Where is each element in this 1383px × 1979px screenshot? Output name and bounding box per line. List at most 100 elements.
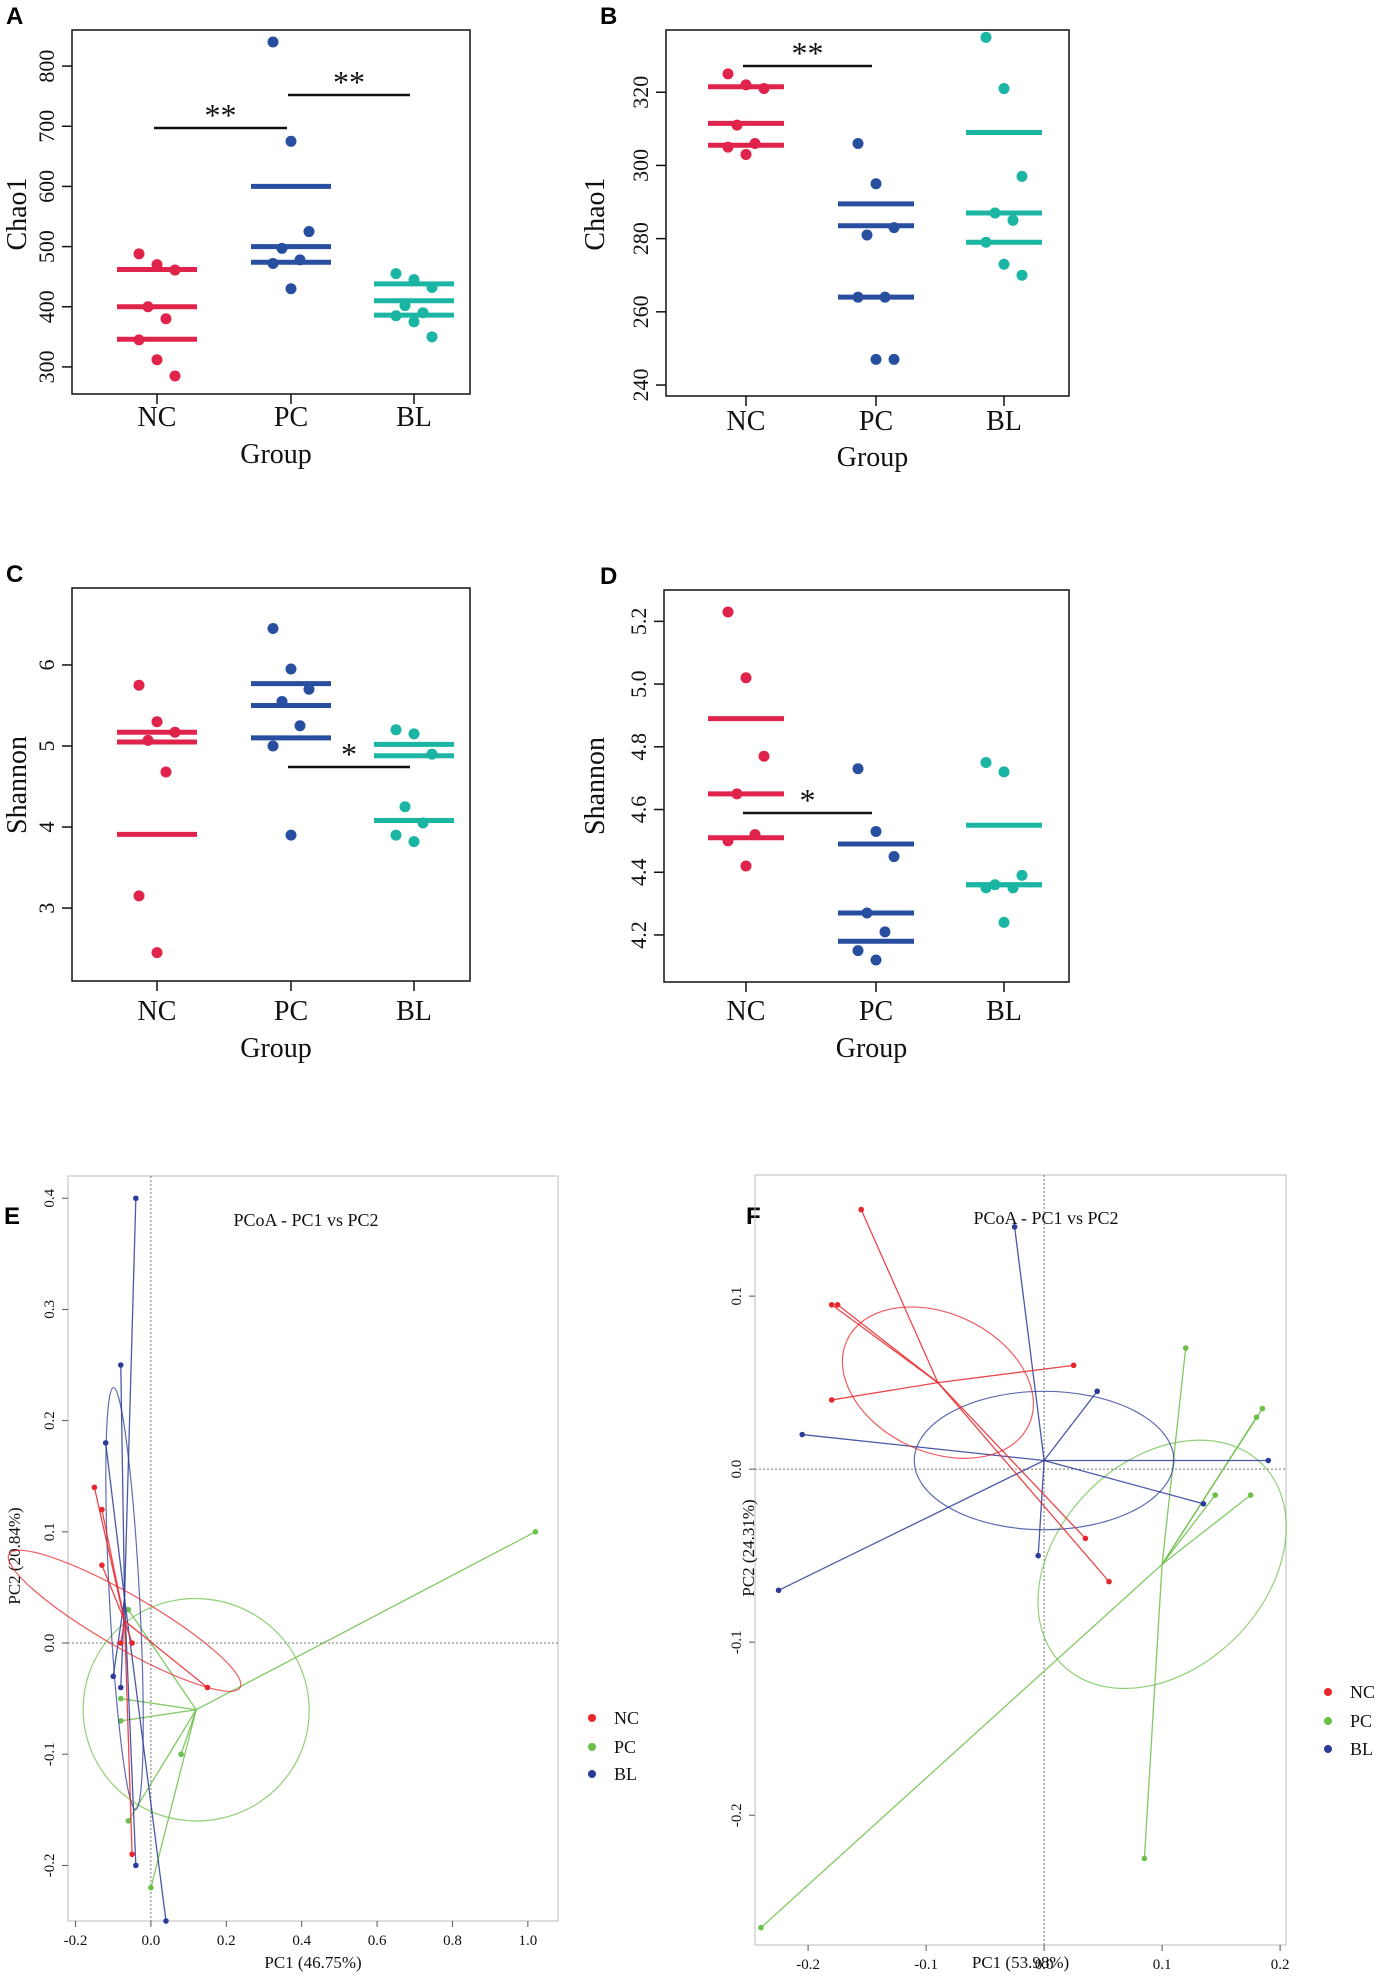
data-point-nc: [731, 119, 743, 131]
sample-point-pc: [117, 1695, 124, 1702]
panel-b: B 240 260 280 300 320 NC PC BL Group Chao1 **: [580, 3, 1070, 473]
data-point-bl: [399, 300, 411, 312]
spider-line-bl: [802, 1433, 1045, 1462]
data-point-nc: [740, 79, 752, 91]
data-point-nc: [169, 264, 181, 276]
spider-line-nc: [831, 1381, 939, 1401]
data-point-nc: [151, 716, 163, 728]
data-point-pc: [285, 829, 297, 841]
sample-point-nc: [1106, 1578, 1112, 1585]
pcoa-title: PCoA - PC1 vs PC2: [233, 1210, 378, 1230]
spider-line-nc: [123, 1620, 133, 1855]
panel-e: E PCoA - PC1 vs PC2 -0.2 0.0 0.2 0.4 0.6 0.8 1.0…: [4, 1175, 639, 1972]
data-point-pc: [294, 720, 306, 732]
spider-line-nc: [937, 1382, 1110, 1583]
panel-letter: D: [600, 563, 617, 590]
spider-line-bl: [778, 1459, 1045, 1591]
data-point-pc: [267, 623, 279, 635]
x-tick-label: 0.0: [1035, 1957, 1054, 1973]
x-axis-title: Group: [837, 442, 909, 473]
data-point-pc: [285, 135, 297, 147]
y-tick-label: -0.1: [729, 1630, 745, 1654]
spider-line-pc: [1143, 1564, 1163, 1859]
data-point-bl: [980, 31, 992, 43]
confidence-ellipse-bl: [105, 1386, 144, 1811]
sample-point-bl: [1011, 1224, 1018, 1230]
data-point-pc: [870, 353, 882, 365]
data-point-pc: [861, 229, 873, 241]
y-tick-label: -0.2: [729, 1803, 745, 1827]
data-point-nc: [749, 137, 761, 149]
data-point-pc: [852, 763, 864, 775]
y-tick-label: 0.4: [42, 1188, 58, 1207]
legend-label: NC: [1350, 1682, 1375, 1702]
spider-line-pc: [120, 1697, 197, 1711]
x-category-label: NC: [727, 406, 766, 437]
data-point-nc: [160, 766, 172, 778]
spider-line-nc: [937, 1364, 1074, 1384]
confidence-ellipse-nc: [7, 1549, 242, 1692]
spider-line-nc: [837, 1304, 939, 1384]
y-tick-label: 0.3: [42, 1300, 58, 1319]
significance-label: **: [792, 35, 824, 71]
data-point-bl: [980, 882, 992, 894]
sample-point-pc: [1247, 1492, 1254, 1498]
data-point-nc: [151, 947, 163, 959]
y-tick-label: -0.1: [42, 1742, 58, 1766]
x-tick-label: 0.1: [1153, 1957, 1172, 1973]
data-point-bl: [408, 316, 420, 328]
y-tick-label: 6: [34, 659, 59, 670]
sample-point-pc: [148, 1884, 154, 1891]
data-point-nc: [758, 750, 770, 762]
spider-line-pc: [120, 1709, 197, 1722]
x-category-label: PC: [859, 996, 893, 1027]
spider-line-pc: [1161, 1494, 1252, 1565]
x-tick-label: 0.0: [142, 1933, 161, 1949]
y-tick-label: 0.0: [42, 1634, 58, 1653]
y-axis-title: Chao1: [2, 177, 33, 250]
x-tick-label: 0.4: [292, 1933, 311, 1949]
data-point-nc: [749, 829, 761, 841]
data-point-nc: [133, 679, 145, 691]
sample-point-nc: [1082, 1535, 1089, 1542]
legend-marker-pc: [1324, 1717, 1332, 1725]
x-tick-label: -0.2: [64, 1933, 88, 1949]
y-tick-label: 0.2: [42, 1411, 58, 1430]
data-point-bl: [390, 310, 402, 322]
significance-label: **: [205, 97, 237, 133]
y-tick-label: 300: [628, 149, 653, 182]
spider-line-bl: [1013, 1226, 1045, 1461]
spider-line-pc: [1161, 1494, 1216, 1565]
y-tick-label: 600: [34, 170, 59, 203]
x-category-label: BL: [986, 406, 1022, 437]
spider-line-bl: [1037, 1460, 1045, 1556]
sample-point-nc: [91, 1484, 98, 1491]
x-category-label: BL: [986, 996, 1022, 1027]
y-tick-label: 280: [628, 222, 653, 255]
y-tick-label: 700: [34, 110, 59, 143]
x-category-label: PC: [274, 402, 308, 433]
y-tick-label: 5.0: [626, 670, 651, 698]
spider-line-nc: [101, 1564, 126, 1622]
sample-point-pc: [1141, 1855, 1148, 1862]
data-point-bl: [390, 724, 402, 736]
confidence-ellipse-nc: [841, 1306, 1034, 1459]
spider-line-nc: [124, 1620, 208, 1688]
sample-point-pc: [125, 1606, 132, 1613]
panel-letter: A: [6, 3, 23, 30]
sample-point-bl: [117, 1362, 124, 1368]
data-point-pc: [303, 226, 315, 238]
x-tick-label: 0.8: [443, 1933, 462, 1949]
spider-line-bl: [123, 1598, 137, 1866]
data-point-pc: [870, 178, 882, 190]
spider-line-pc: [195, 1531, 536, 1711]
y-tick-label: 260: [628, 295, 653, 328]
data-point-bl: [417, 817, 429, 829]
x-axis-title: PC1 (46.75%): [264, 1953, 361, 1972]
legend-label: BL: [1350, 1739, 1373, 1759]
data-point-nc: [740, 148, 752, 160]
data-point-bl: [980, 236, 992, 248]
data-point-nc: [722, 68, 734, 80]
data-point-pc: [285, 283, 297, 295]
